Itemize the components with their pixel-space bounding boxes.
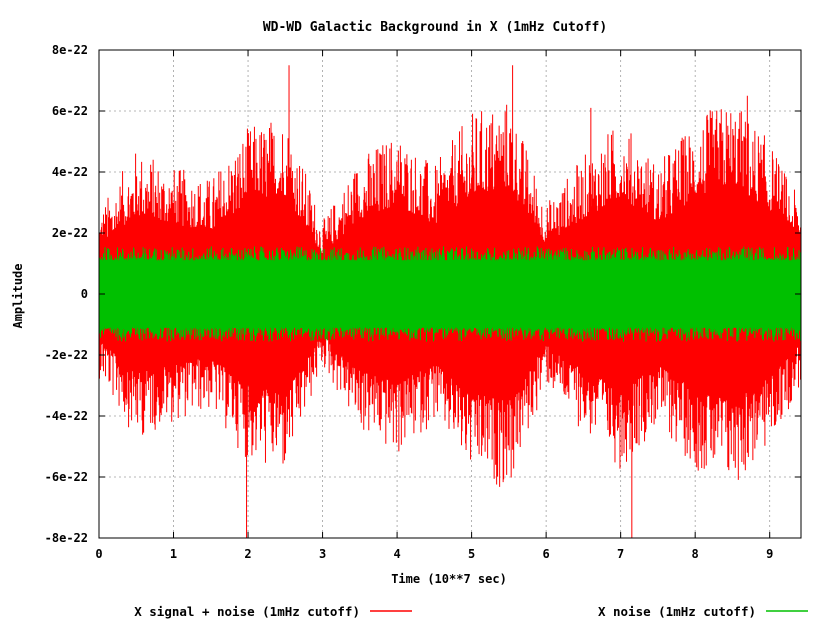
legend-label-signal-noise: X signal + noise (1mHz cutoff): [134, 604, 360, 619]
y-tick-label: 0: [81, 287, 88, 301]
noise-series: [98, 246, 802, 342]
x-tick-label: 0: [95, 547, 102, 561]
x-tick-label: 8: [692, 547, 699, 561]
x-tick-label: 2: [244, 547, 251, 561]
y-tick-label: 4e-22: [52, 165, 88, 179]
y-tick-label: -2e-22: [45, 348, 88, 362]
y-tick-label: 2e-22: [52, 226, 88, 240]
y-tick-label: -8e-22: [45, 531, 88, 545]
y-tick-label: -4e-22: [45, 409, 88, 423]
chart-title: WD-WD Galactic Background in X (1mHz Cut…: [263, 20, 607, 35]
legend: X signal + noise (1mHz cutoff) X noise (…: [134, 604, 808, 619]
y-tick-label: -6e-22: [45, 470, 88, 484]
x-tick-label: 4: [393, 547, 400, 561]
legend-label-noise: X noise (1mHz cutoff): [598, 604, 756, 619]
x-tick-label: 5: [468, 547, 475, 561]
x-tick-label: 6: [543, 547, 550, 561]
x-tick-label: 1: [170, 547, 177, 561]
y-axis-label: Amplitude: [11, 263, 25, 328]
x-tick-label: 7: [617, 547, 624, 561]
x-tick-label: 9: [766, 547, 773, 561]
x-axis-label: Time (10**7 sec): [391, 572, 507, 586]
noise-line: [98, 246, 802, 342]
y-tick-label: 6e-22: [52, 104, 88, 118]
axis-ticks: 0 1 2 3 4 5 6 7 8 9 -8e-22 -6e-22 -4e-22 -2e-22 0 2e-22…: [45, 43, 801, 561]
y-tick-label: 8e-22: [52, 43, 88, 57]
x-tick-label: 3: [319, 547, 326, 561]
